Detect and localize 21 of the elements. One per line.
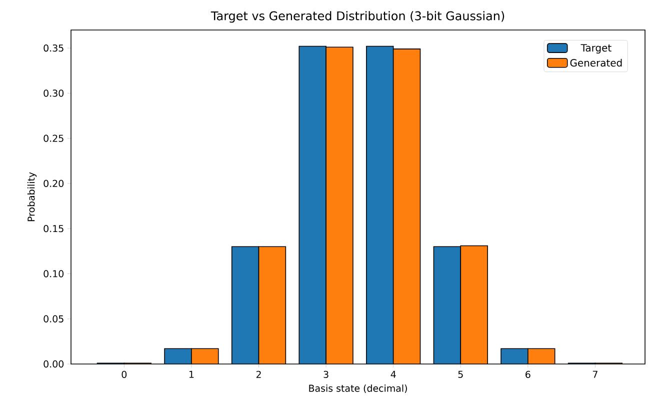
x-tick-label: 2 bbox=[256, 370, 261, 378]
x-axis-title: Basis state (decimal) bbox=[309, 384, 407, 393]
x-tick-label: 4 bbox=[390, 370, 396, 378]
y-axis-title: Probability bbox=[27, 172, 37, 222]
y-tick-label: 0.25 bbox=[44, 134, 64, 142]
x-tick-label: 1 bbox=[189, 370, 194, 378]
y-tick-label: 0.30 bbox=[44, 90, 64, 97]
x-tick-label: 0 bbox=[122, 370, 127, 378]
y-tick-label: 0.15 bbox=[44, 225, 64, 232]
x-tick-label: 6 bbox=[526, 370, 530, 378]
legend-label: Generated bbox=[570, 58, 622, 67]
x-tick-label: 5 bbox=[458, 370, 463, 378]
y-tick-label: 0.10 bbox=[44, 270, 64, 278]
legend-label: Target bbox=[580, 44, 612, 54]
y-tick-label: 0.05 bbox=[44, 315, 64, 322]
x-tick-label: 7 bbox=[592, 370, 598, 378]
chart-title: Target vs Generated Distribution (3-bit Gaussian) bbox=[210, 11, 504, 23]
y-tick-label: 0.00 bbox=[44, 360, 64, 368]
y-tick-label: 0.20 bbox=[44, 180, 64, 188]
x-tick-label: 3 bbox=[324, 370, 328, 378]
y-tick-label: 0.35 bbox=[44, 44, 64, 52]
